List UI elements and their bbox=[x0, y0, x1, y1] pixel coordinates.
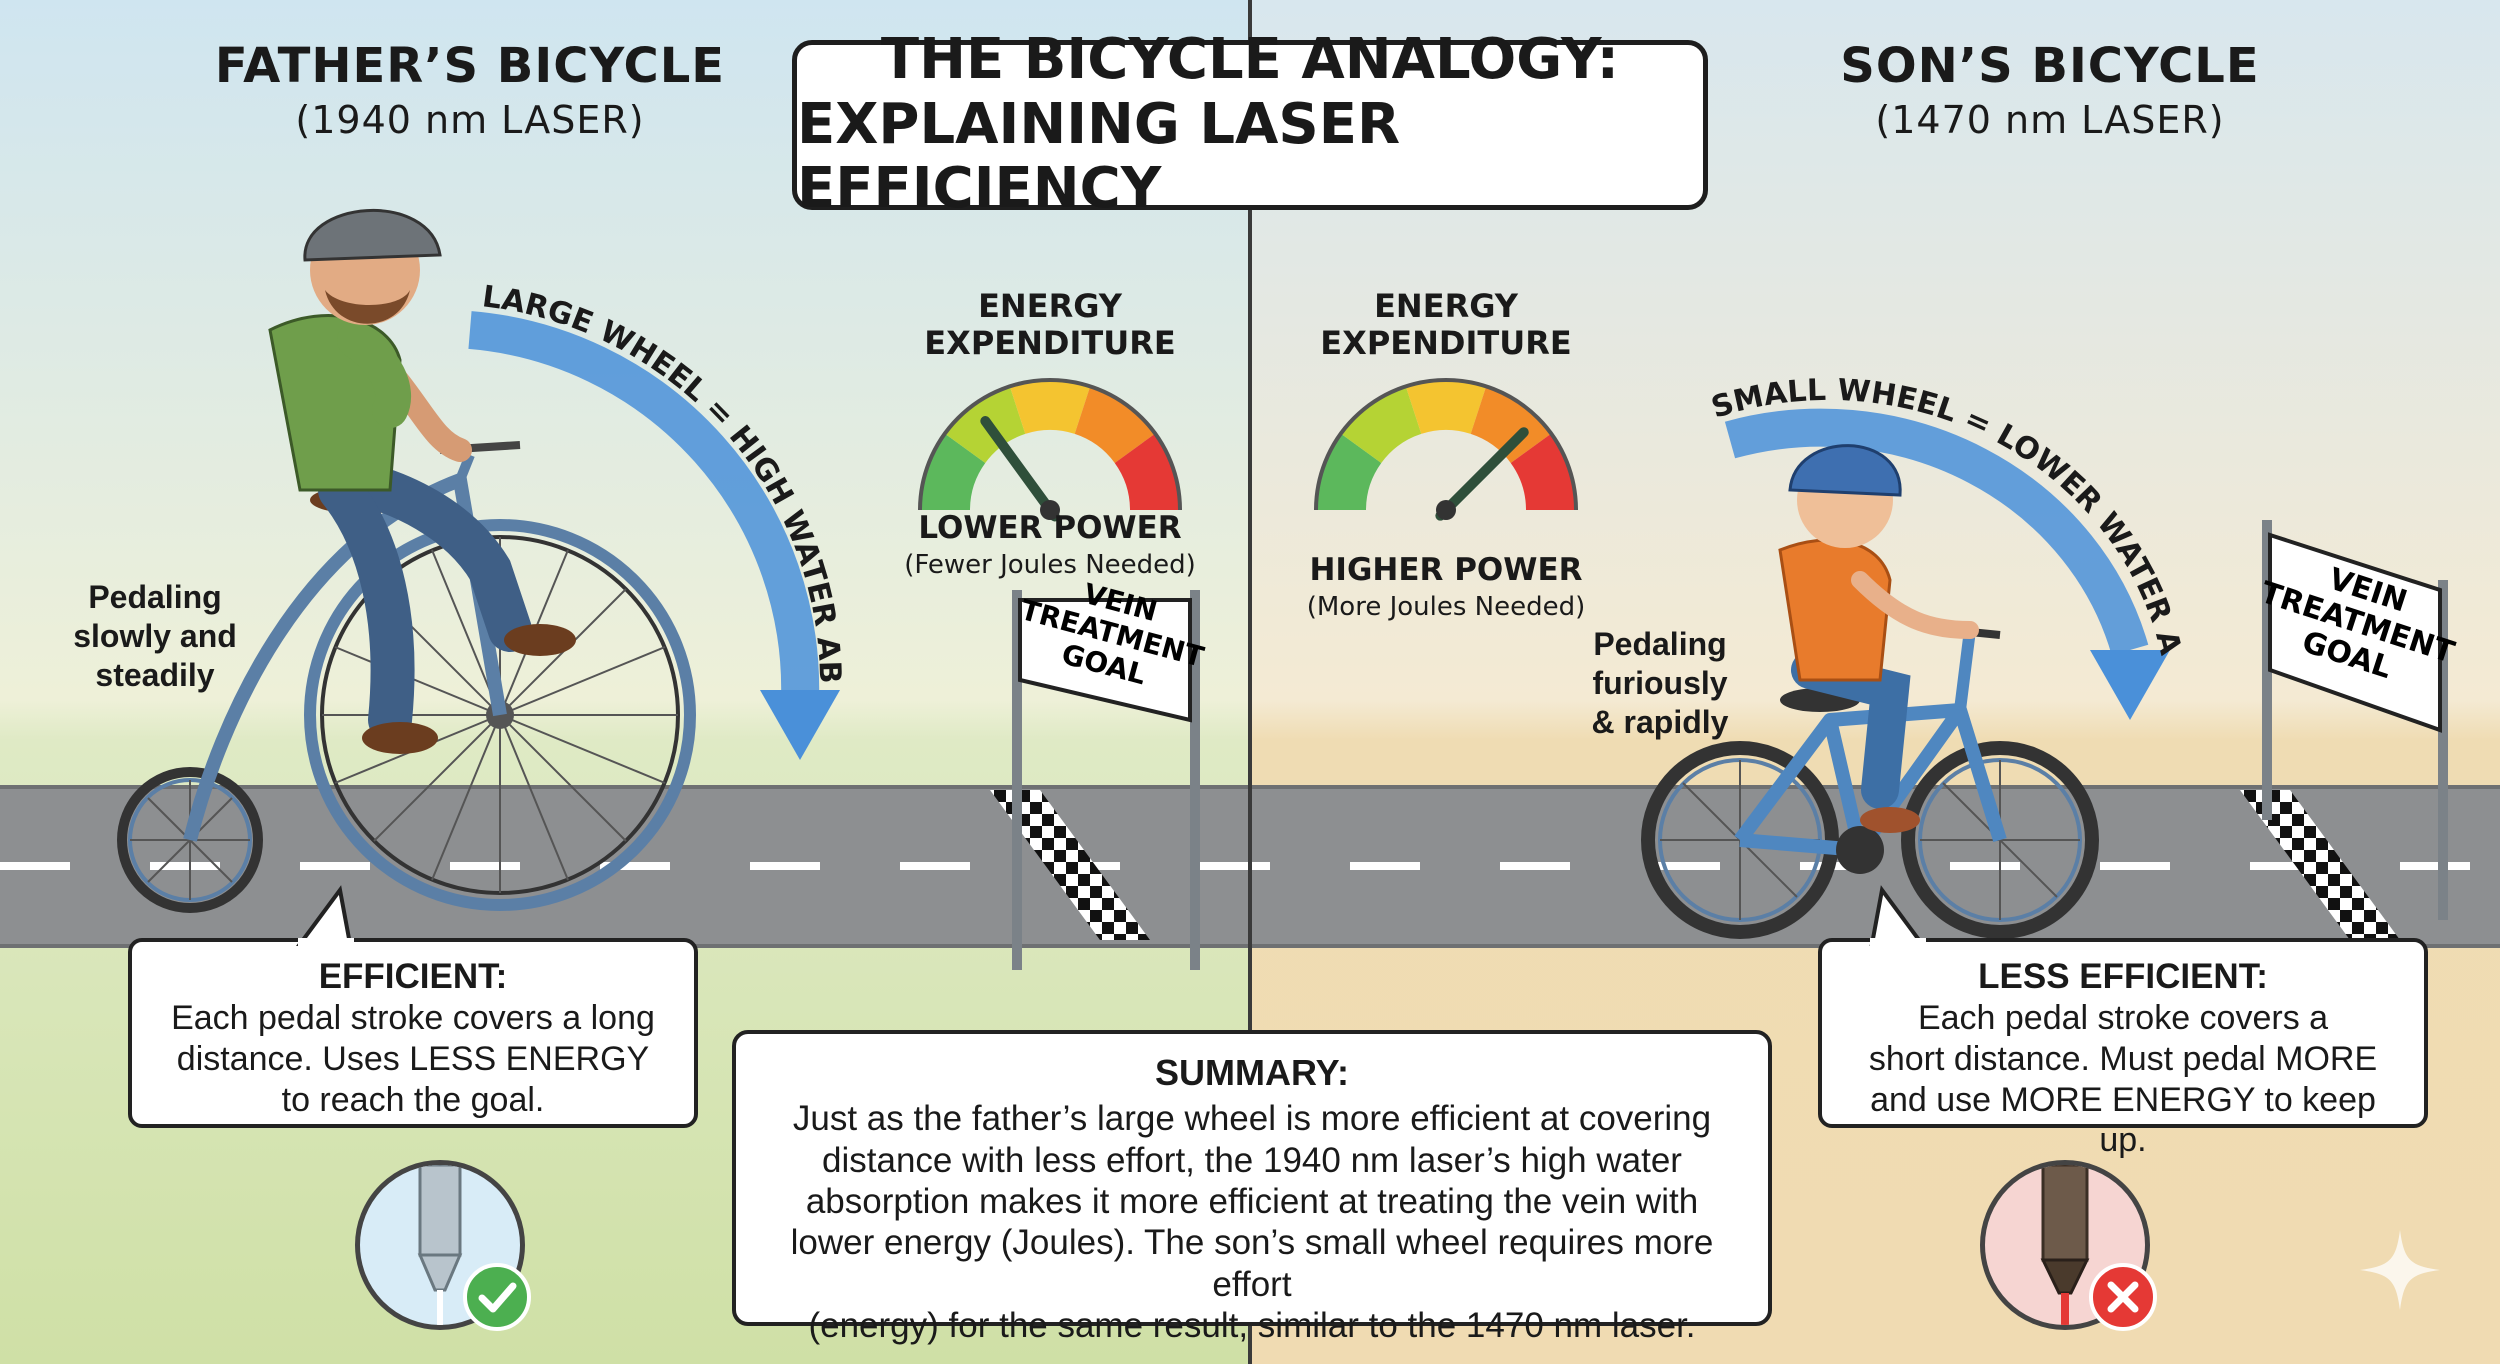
father-gauge-needle bbox=[980, 416, 1060, 522]
father-penny-farthing-illustration bbox=[117, 208, 696, 913]
son-gauge-segment bbox=[1510, 433, 1576, 510]
checkmark-icon bbox=[463, 1263, 531, 1331]
son-absorption-arrow: SMALL WHEEL = LOWER WATER ABSORPTION bbox=[1237, 0, 2188, 720]
father-gauge-segment bbox=[920, 433, 986, 510]
father-power-sub: (Fewer Joules Needed) bbox=[904, 550, 1196, 580]
father-callout-line-2: distance. Uses LESS ENERGY bbox=[176, 1039, 650, 1078]
title-box: THE BICYCLE ANALOGY: EXPLAINING LASER EF… bbox=[792, 28, 1708, 221]
son-callout-line-2: short distance. Must pedal MORE bbox=[1868, 1039, 2378, 1078]
son-laser: (1470 nm LASER) bbox=[1875, 98, 2225, 142]
father-gauge-outline bbox=[918, 378, 1182, 511]
son-bicycle-illustration bbox=[1641, 444, 2099, 939]
son-gauge-segment bbox=[1316, 433, 1382, 510]
father-pedal-note: Pedaling slowly and steadily bbox=[60, 578, 250, 695]
cross-icon bbox=[2089, 1263, 2157, 1331]
son-callout-pointer bbox=[1869, 885, 1926, 948]
father-efficiency-callout: EFFICIENT: Each pedal stroke covers a lo… bbox=[128, 938, 698, 1128]
summary-line-5: (energy) for the same result, similar to… bbox=[808, 1305, 1696, 1345]
father-pedal-line-2: slowly and bbox=[73, 618, 237, 655]
father-callout-pointer bbox=[296, 885, 354, 948]
son-goal-sign: VEIN TREATMENT GOAL bbox=[2256, 520, 2459, 920]
son-gauge-title-2: EXPENDITURE bbox=[1320, 323, 1572, 362]
father-absorption-arrow: LARGE WHEEL = HIGH WATER ABSORPTION bbox=[0, 0, 847, 760]
father-gauge-title-1: ENERGY bbox=[978, 287, 1122, 325]
father-power: LOWER POWER (Fewer Joules Needed) bbox=[870, 510, 1230, 580]
finish-line-right bbox=[2240, 790, 2400, 940]
father-laser-fiber-badge bbox=[355, 1160, 525, 1330]
son-pedal-line-1: Pedaling bbox=[1593, 626, 1727, 662]
son-gauge-needle bbox=[1435, 427, 1529, 521]
summary-line-4: lower energy (Joules). The son’s small w… bbox=[790, 1223, 1714, 1304]
father-gauge-hub bbox=[1040, 500, 1060, 520]
father-gauge-title: ENERGY EXPENDITURE bbox=[900, 288, 1200, 362]
father-energy-gauge bbox=[918, 378, 1182, 522]
son-pedal-line-2: furiously bbox=[1592, 665, 1728, 702]
son-pedal-note: Pedaling furiously & rapidly bbox=[1570, 625, 1750, 742]
title-line-1: THE BICYCLE ANALOGY: bbox=[880, 27, 1620, 93]
son-power-label: HIGHER POWER bbox=[1309, 552, 1583, 588]
son-callout-line-3: and use MORE ENERGY to keep up. bbox=[1870, 1080, 2376, 1160]
father-heading: FATHER’S BICYCLE (1940 nm LASER) bbox=[200, 38, 740, 142]
son-power: HIGHER POWER (More Joules Needed) bbox=[1266, 552, 1626, 622]
finish-line-left bbox=[990, 790, 1150, 940]
son-gauge-title-1: ENERGY bbox=[1374, 287, 1518, 325]
son-gauge-title: ENERGY EXPENDITURE bbox=[1296, 288, 1596, 362]
son-callout-line-1: Each pedal stroke covers a bbox=[1917, 999, 2329, 1037]
son-gauge-segment bbox=[1470, 386, 1552, 463]
center-divider bbox=[1248, 0, 1252, 1364]
father-callout-line-1: Each pedal stroke covers a long bbox=[171, 999, 655, 1037]
son-title: SON’S BICYCLE bbox=[1840, 38, 2260, 94]
son-gauge-hub bbox=[1436, 500, 1456, 520]
father-gauge-title-2: EXPENDITURE bbox=[924, 323, 1176, 362]
summary-line-2: distance with less effort, the 1940 nm l… bbox=[822, 1140, 1682, 1180]
father-callout-title: EFFICIENT: bbox=[318, 957, 508, 996]
father-gauge-segment bbox=[1074, 386, 1156, 463]
summary-line-3: absorption makes it more efficient at tr… bbox=[805, 1182, 1699, 1222]
father-callout-line-3: to reach the goal. bbox=[281, 1080, 545, 1119]
summary-line-1: Just as the father’s large wheel is more… bbox=[792, 1099, 1712, 1139]
father-gauge-segment bbox=[1114, 433, 1180, 510]
son-gauge-segment bbox=[1340, 386, 1422, 463]
father-laser: (1940 nm LASER) bbox=[295, 98, 645, 142]
son-efficiency-callout: LESS EFFICIENT: Each pedal stroke covers… bbox=[1818, 938, 2428, 1159]
son-energy-gauge bbox=[1314, 378, 1578, 521]
son-pedal-line-3: & rapidly bbox=[1591, 704, 1729, 741]
title-line-2: EXPLAINING LASER EFFICIENCY bbox=[797, 91, 1401, 222]
father-pedal-line-3: steadily bbox=[95, 657, 215, 694]
father-goal-sign: VEIN TREATMENT GOAL bbox=[1012, 577, 1207, 970]
son-laser-fiber-badge bbox=[1980, 1160, 2150, 1330]
father-gauge-segment bbox=[1009, 380, 1091, 434]
father-pedal-line-1: Pedaling bbox=[88, 579, 222, 615]
father-title: FATHER’S BICYCLE bbox=[214, 38, 726, 94]
father-power-label: LOWER POWER bbox=[918, 510, 1182, 546]
son-heading: SON’S BICYCLE (1470 nm LASER) bbox=[1780, 38, 2320, 142]
son-power-sub: (More Joules Needed) bbox=[1306, 592, 1586, 622]
son-gauge-outline bbox=[1314, 378, 1578, 511]
sparkle-icon bbox=[2360, 1230, 2440, 1310]
son-callout-title: LESS EFFICIENT: bbox=[1978, 957, 2268, 996]
summary-title: SUMMARY: bbox=[1155, 1052, 1349, 1093]
summary-box: SUMMARY: Just as the father’s large whee… bbox=[732, 1030, 1772, 1345]
son-gauge-segment bbox=[1405, 380, 1487, 434]
